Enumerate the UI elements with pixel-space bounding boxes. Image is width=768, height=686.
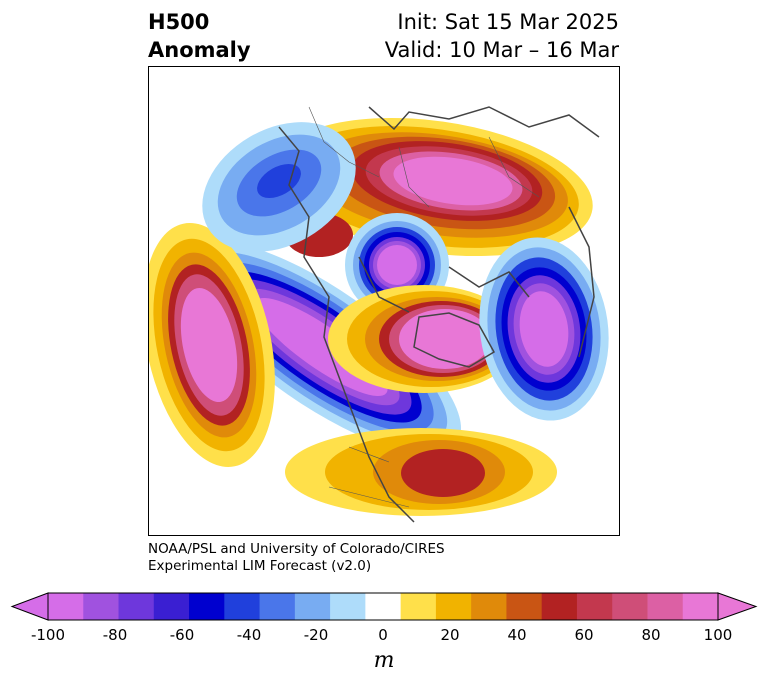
variable-title: H500 (148, 10, 210, 34)
colorbar-segment (83, 593, 120, 620)
colorbar-segment (153, 593, 190, 620)
colorbar-tick-label: 100 (703, 626, 733, 644)
colorbar-segment (435, 593, 472, 620)
colorbar-segment (224, 593, 261, 620)
colorbar-segment (48, 593, 84, 620)
title-block-right: Init: Sat 15 Mar 2025 Valid: 10 Mar – 16… (385, 8, 619, 64)
colorbar-segment (506, 593, 543, 620)
colorbar-segment (471, 593, 507, 620)
anomaly-high-arctic-siberia (275, 117, 593, 257)
colorbar-tick-label: -80 (102, 626, 128, 644)
anomaly-high-central-pacific (149, 223, 275, 467)
title-block-left: H500 Anomaly (148, 8, 251, 64)
colorbar-tick-label: 60 (574, 626, 594, 644)
colorbar-segment (189, 593, 225, 620)
colorbar-extend-low (10, 592, 49, 621)
credit-line-2: Experimental LIM Forecast (v2.0) (148, 558, 372, 574)
credit-line-1: NOAA/PSL and University of Colorado/CIRE… (148, 541, 445, 557)
colorbar-tick-label: -60 (169, 626, 195, 644)
colorbar-tick-label: 40 (507, 626, 527, 644)
colorbar-tick-label: -40 (236, 626, 262, 644)
coastlines (278, 106, 600, 523)
anomaly-low-east-siberia (202, 122, 356, 252)
credit-text: NOAA/PSL and University of Colorado/CIRE… (148, 541, 445, 575)
colorbar-tick-label: -20 (303, 626, 329, 644)
colorbar-extend-high (717, 592, 758, 621)
colorbar-segment (330, 593, 366, 620)
init-date: Init: Sat 15 Mar 2025 (397, 10, 619, 34)
political-borders (308, 106, 540, 508)
variable-subtitle: Anomaly (148, 38, 251, 62)
colorbar-tick-label: 20 (440, 626, 460, 644)
colorbar-tick-label: 80 (641, 626, 661, 644)
anomaly-low-north-europe (479, 237, 609, 421)
colorbar-tick-label: 0 (378, 626, 388, 644)
colorbar-segment (294, 593, 331, 620)
colorbar-segment (118, 593, 155, 620)
colorbar-segment (541, 593, 578, 620)
colorbar (10, 592, 758, 621)
anomaly-map (149, 106, 609, 523)
colorbar-segment (400, 593, 437, 620)
unit-label: m (373, 648, 395, 673)
colorbar-segment (682, 593, 719, 620)
colorbar-segment (576, 593, 613, 620)
map-panel (148, 66, 620, 536)
colorbar-segment (259, 593, 296, 620)
colorbar-tick-label: -100 (30, 626, 66, 644)
colorbar-segment (365, 593, 402, 620)
colorbar-frame (47, 592, 719, 621)
anomaly-high-southeast-us (285, 428, 557, 516)
colorbar-segment (612, 593, 648, 620)
colorbar-segment (647, 593, 684, 620)
valid-date-range: Valid: 10 Mar – 16 Mar (384, 38, 619, 62)
